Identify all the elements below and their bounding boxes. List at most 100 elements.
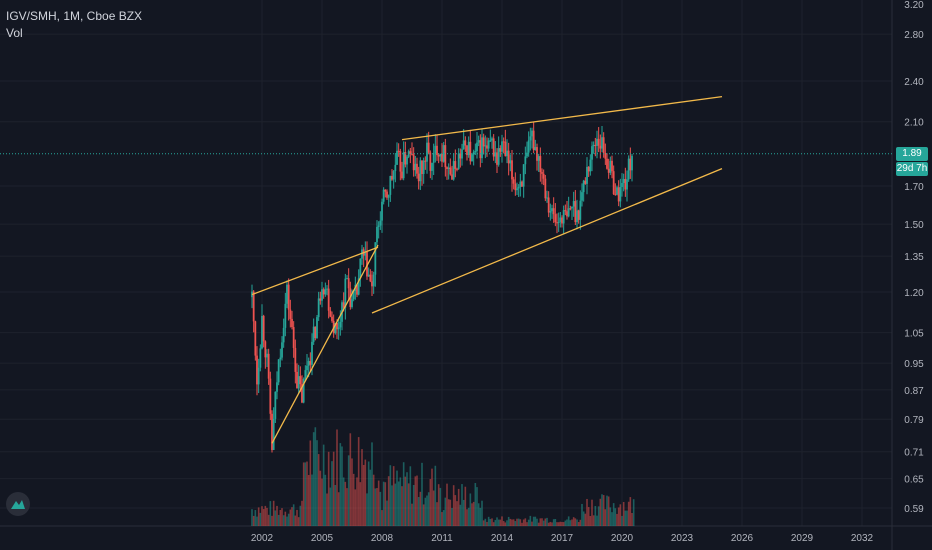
time-tick-label: 2023 (671, 533, 694, 544)
chart-legend: IGV/SMH, 1M, Cboe BZX Vol (6, 8, 142, 42)
candle-body (371, 281, 373, 287)
candle-body (569, 208, 572, 210)
candle-body (264, 341, 267, 358)
candle-body (597, 138, 600, 146)
volume-bar (382, 481, 385, 526)
candle-body (596, 138, 598, 146)
volume-bar (626, 510, 628, 526)
volume-bar (436, 502, 438, 526)
volume-bar (367, 461, 370, 526)
volume-bar (372, 474, 375, 526)
volume-bar (537, 522, 540, 526)
candle-body (604, 152, 607, 159)
volume-bar (369, 469, 372, 526)
volume-bar (279, 509, 282, 526)
candle-body (424, 160, 427, 162)
volume-bar (467, 507, 470, 526)
candle-body (537, 156, 540, 161)
candle-body (382, 189, 385, 202)
candle-body (487, 140, 490, 149)
volume-bar (257, 507, 260, 526)
candle-body (346, 278, 348, 280)
volume-bar (336, 429, 338, 526)
volume-bar (591, 499, 593, 526)
candle-body (444, 145, 447, 168)
candle-body (307, 361, 310, 366)
volume-bar (581, 503, 583, 526)
volume-bar (401, 486, 403, 526)
price-tick-label: 0.87 (904, 386, 924, 397)
volume-bar (549, 521, 552, 526)
candle-body (582, 180, 585, 193)
volume-bar (297, 517, 300, 526)
volume-bar (569, 520, 572, 526)
volume-bar (476, 487, 478, 526)
volume-bar (287, 513, 290, 526)
candle-body (281, 342, 283, 358)
volume-bar (614, 508, 617, 526)
volume-bar (251, 509, 253, 526)
candle-body (614, 194, 617, 196)
volume-bar (621, 515, 623, 526)
candle-body (347, 278, 350, 289)
candle-body (502, 141, 505, 143)
volume-bar (524, 518, 527, 526)
volume-bar (542, 520, 545, 526)
volume-bar (377, 480, 380, 526)
volume-bar (344, 481, 347, 526)
candle-body (329, 310, 332, 317)
volume-bar (492, 522, 495, 526)
candle-body (566, 211, 568, 217)
candle-body (284, 303, 287, 328)
volume-bar (604, 509, 607, 526)
volume-bar (314, 427, 317, 526)
volume-bar (417, 496, 420, 526)
volume-bar (411, 503, 413, 526)
tradingview-logo-icon[interactable] (6, 492, 30, 516)
volume-bar (404, 476, 407, 526)
volume-bar (266, 507, 268, 526)
candle-body (532, 130, 535, 151)
candle-body (376, 226, 378, 243)
candle-body (561, 217, 563, 224)
volume-bar (269, 501, 272, 526)
candle-body (359, 258, 362, 279)
volume-bar (366, 493, 368, 526)
candle-body (474, 151, 477, 153)
volume-bar (632, 499, 635, 526)
volume-bar (319, 470, 322, 526)
volume-bar (386, 500, 388, 526)
price-tick-label: 1.35 (904, 252, 924, 263)
candle-body (527, 140, 530, 153)
volume-label[interactable]: Vol (6, 26, 23, 40)
price-tick-label: 3.20 (904, 0, 924, 11)
volume-bar (607, 496, 610, 526)
volume-bar (379, 491, 382, 526)
symbol-title[interactable]: IGV/SMH, 1M, Cboe BZX (6, 9, 143, 23)
price-tick-label: 0.59 (904, 504, 924, 515)
candle-body (294, 347, 297, 372)
price-tick-label: 0.95 (904, 359, 924, 370)
volume-bar (449, 499, 452, 526)
volume-bar (434, 465, 437, 526)
volume-bar (472, 501, 475, 526)
candle-body (366, 251, 368, 277)
candle-body (431, 162, 433, 171)
volume-bar (446, 483, 448, 526)
candle-body (336, 322, 338, 330)
volume-bar (532, 516, 535, 526)
volume-bar (577, 522, 580, 526)
volume-bar (536, 518, 538, 526)
candle-body (372, 274, 375, 287)
volume-bar (606, 495, 608, 526)
candle-body (546, 197, 548, 199)
candle-body (287, 284, 290, 310)
volume-bar (439, 487, 442, 526)
volume-bar (256, 516, 258, 526)
candle-body (314, 326, 317, 339)
candle-body (512, 179, 515, 184)
candle-body (529, 136, 532, 141)
candle-body (317, 298, 320, 318)
volume-bar (479, 507, 482, 526)
